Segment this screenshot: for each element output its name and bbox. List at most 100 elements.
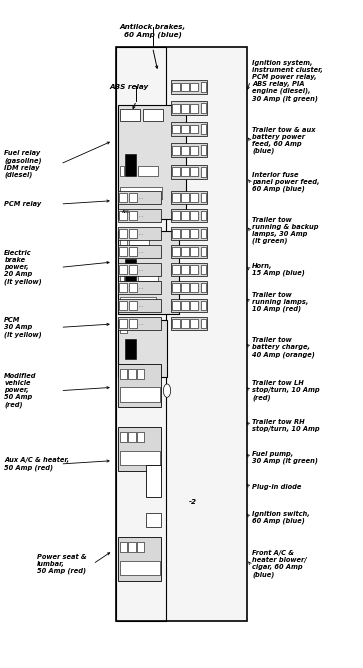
Circle shape xyxy=(163,384,171,397)
Bar xyxy=(129,193,137,202)
Bar xyxy=(118,191,162,204)
Bar xyxy=(172,211,180,220)
Bar xyxy=(190,146,198,155)
Bar xyxy=(129,247,137,256)
Bar xyxy=(201,211,206,220)
Text: Electric
brake
power,
20 Amp
(lt yellow): Electric brake power, 20 Amp (lt yellow) xyxy=(4,250,42,285)
Bar xyxy=(129,369,135,379)
Bar xyxy=(172,83,180,92)
Text: ABS relay: ABS relay xyxy=(109,84,149,90)
Text: -2: -2 xyxy=(188,499,196,505)
Bar xyxy=(171,245,207,258)
Bar xyxy=(120,369,127,379)
Bar xyxy=(120,325,127,333)
Bar xyxy=(118,299,162,312)
Text: Interior fuse
panel power feed,
60 Amp (blue): Interior fuse panel power feed, 60 Amp (… xyxy=(252,172,319,192)
Bar xyxy=(119,247,127,256)
Bar xyxy=(172,125,180,134)
Text: - -: - - xyxy=(139,322,143,326)
Text: Fuel relay
(gasoline)
IDM relay
(diesel): Fuel relay (gasoline) IDM relay (diesel) xyxy=(4,150,42,178)
Bar xyxy=(117,47,246,621)
Bar xyxy=(190,283,198,292)
Bar xyxy=(172,229,180,238)
Bar xyxy=(201,301,206,310)
Bar xyxy=(190,168,198,176)
Bar xyxy=(171,165,207,178)
Bar xyxy=(171,191,207,204)
Bar xyxy=(118,364,162,407)
Bar xyxy=(201,146,206,156)
Bar xyxy=(119,283,127,292)
Bar xyxy=(120,363,142,373)
Bar xyxy=(120,451,160,466)
Bar xyxy=(201,265,206,274)
Bar xyxy=(119,193,127,202)
Bar xyxy=(120,166,124,176)
Bar xyxy=(172,168,180,176)
Text: Ignition switch,
60 Amp (blue): Ignition switch, 60 Amp (blue) xyxy=(252,510,310,524)
Bar xyxy=(171,281,207,294)
Bar xyxy=(119,211,127,220)
Bar xyxy=(117,47,166,621)
Bar xyxy=(125,259,136,281)
Bar xyxy=(201,193,206,202)
Bar xyxy=(146,512,160,527)
Text: Modified
vehicle
power,
50 Amp
(red): Modified vehicle power, 50 Amp (red) xyxy=(4,373,37,408)
Text: - -: - - xyxy=(139,232,143,236)
Bar xyxy=(181,319,189,328)
Bar xyxy=(171,317,207,330)
Bar xyxy=(171,80,207,94)
Text: - -: - - xyxy=(139,268,143,272)
Bar xyxy=(190,211,198,220)
Bar xyxy=(181,211,189,220)
Bar xyxy=(172,265,180,274)
Bar xyxy=(120,110,140,122)
Bar xyxy=(120,542,127,552)
Bar xyxy=(190,319,198,328)
Bar xyxy=(118,231,179,314)
Text: - -: - - xyxy=(139,286,143,290)
Text: - -: - - xyxy=(139,304,143,308)
Bar xyxy=(129,236,149,245)
Bar xyxy=(118,320,167,377)
Bar xyxy=(172,193,180,202)
Bar xyxy=(190,125,198,134)
Bar xyxy=(129,265,137,274)
Bar xyxy=(190,301,198,310)
Bar xyxy=(201,104,206,114)
Bar xyxy=(118,105,186,219)
Bar xyxy=(118,209,162,222)
Bar xyxy=(129,229,137,238)
Text: Trailer tow
battery charge,
40 Amp (orange): Trailer tow battery charge, 40 Amp (oran… xyxy=(252,337,315,357)
Bar xyxy=(137,369,144,379)
Bar xyxy=(201,283,206,292)
Bar xyxy=(125,154,136,176)
Bar xyxy=(172,283,180,292)
Bar xyxy=(118,428,162,471)
Bar xyxy=(201,319,206,328)
Text: Fuel pump,
30 Amp (lt green): Fuel pump, 30 Amp (lt green) xyxy=(252,450,318,464)
Bar xyxy=(129,542,135,552)
Bar xyxy=(118,263,162,276)
Text: ABS: ABS xyxy=(122,210,130,214)
Bar xyxy=(125,339,136,359)
Bar xyxy=(137,432,144,442)
Bar xyxy=(171,122,207,136)
Bar xyxy=(119,265,127,274)
Text: Trailer tow RH
stop/turn, 10 Amp: Trailer tow RH stop/turn, 10 Amp xyxy=(252,419,320,432)
Text: Trailer tow & aux
battery power
feed, 60 Amp
(blue): Trailer tow & aux battery power feed, 60… xyxy=(252,127,315,154)
Bar xyxy=(181,265,189,274)
Bar xyxy=(201,167,206,176)
Bar xyxy=(119,301,127,310)
Text: Trailer tow LH
stop/turn, 10 Amp
(red): Trailer tow LH stop/turn, 10 Amp (red) xyxy=(252,380,320,401)
Text: Front A/C &
heater blower/
cigar, 60 Amp
(blue): Front A/C & heater blower/ cigar, 60 Amp… xyxy=(252,550,307,578)
Bar xyxy=(181,168,189,176)
Bar xyxy=(181,146,189,155)
Bar xyxy=(190,247,198,256)
Bar xyxy=(129,319,137,328)
Bar xyxy=(171,227,207,240)
Bar xyxy=(201,247,206,256)
Bar xyxy=(172,104,180,113)
Bar xyxy=(137,542,144,552)
Bar xyxy=(118,537,162,580)
